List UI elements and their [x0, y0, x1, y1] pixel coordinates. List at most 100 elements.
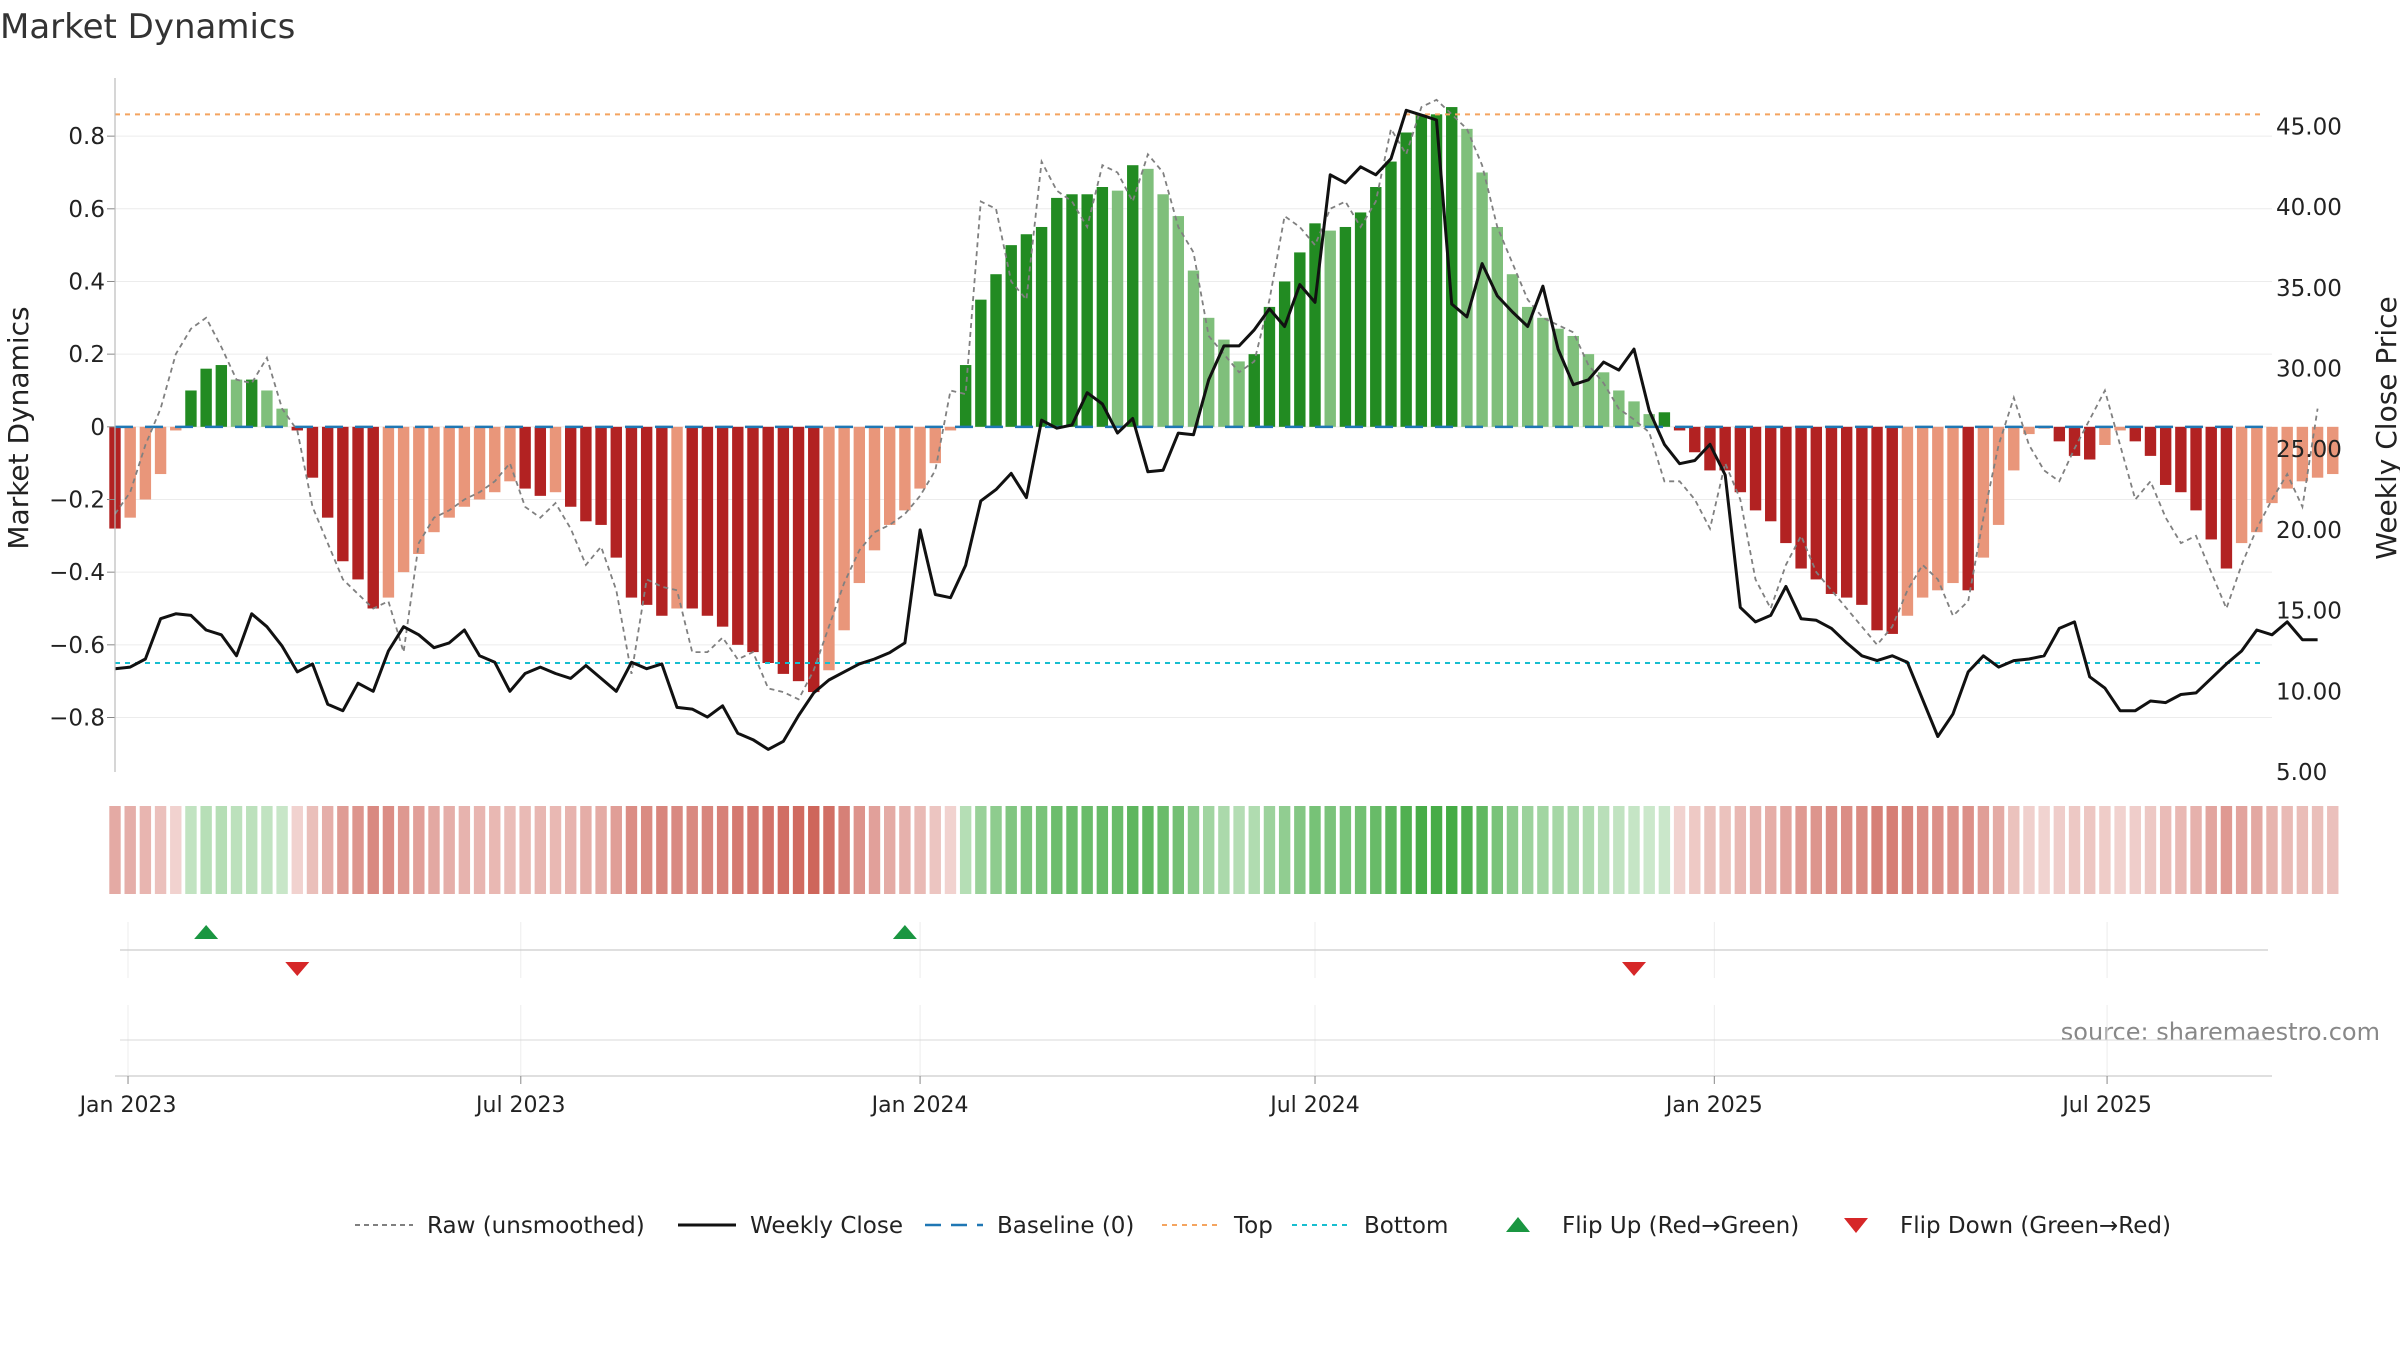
legend-flip-down-swatch [1844, 1218, 1868, 1233]
md-bar [808, 426, 820, 693]
regime-strip-cell [2099, 806, 2111, 894]
left-tick-label: −0.4 [49, 560, 105, 586]
regime-strip-cell [1294, 806, 1306, 894]
regime-strip-cell [838, 806, 850, 894]
md-bar [899, 426, 911, 511]
regime-strip-cell [929, 806, 941, 894]
regime-strip-cell [1142, 806, 1154, 894]
regime-strip-cell [337, 806, 349, 894]
left-tick-label: −0.6 [49, 633, 105, 659]
md-bar [124, 426, 136, 518]
md-bar [1749, 426, 1762, 511]
legend-flip-up-swatch [1506, 1217, 1530, 1232]
md-bar [1856, 426, 1868, 605]
regime-strip-cell [1446, 806, 1458, 894]
x-tick-label: Jan 2025 [1664, 1093, 1763, 1118]
md-bar [625, 426, 638, 598]
right-tick-label: 15.00 [2276, 599, 2342, 625]
regime-strip-cell [1749, 806, 1762, 894]
md-bar [2175, 426, 2187, 493]
md-bar [458, 426, 471, 507]
regime-strip-cell [1278, 806, 1291, 894]
regime-strip-cell [808, 806, 820, 894]
md-bar [1886, 426, 1898, 634]
regime-strip-cell [276, 806, 288, 894]
regime-strip-cell [1947, 806, 1959, 894]
regime-strip-cell [1840, 806, 1853, 894]
md-bar [610, 426, 622, 558]
regime-strip-cell [154, 806, 167, 894]
regime-strip-cell [2190, 806, 2202, 894]
regime-strip-cell [1263, 806, 1276, 894]
regime-strip-cell [1172, 806, 1185, 894]
md-bar [1385, 161, 1397, 427]
md-bar [1354, 212, 1367, 427]
x-tick-label: Jan 2023 [78, 1093, 177, 1118]
md-bar [1142, 168, 1154, 427]
regime-strip-cell [1886, 806, 1898, 894]
md-bar [2159, 426, 2172, 485]
regime-strip-cell [1202, 806, 1215, 894]
md-bar [170, 426, 182, 431]
md-bar [2266, 426, 2278, 504]
x-axis: Jan 2023 Jul 2023 Jan 2024 Jul 2024 Jan 2025… [78, 1039, 2272, 1118]
md-bar [975, 299, 987, 427]
regime-strip-cell [1613, 806, 1625, 894]
md-bar [1628, 401, 1640, 427]
regime-strip-cell [656, 806, 668, 894]
md-bar [2144, 426, 2157, 456]
regime-strip-cell [823, 806, 835, 894]
left-tick-label: 0.4 [68, 269, 105, 295]
regime-strip-cell [1628, 806, 1640, 894]
md-bar [200, 368, 212, 427]
regime-strip-cell [1856, 806, 1868, 894]
md-bar [1734, 426, 1747, 493]
regime-strip-cell [185, 806, 197, 894]
md-bar [1051, 197, 1063, 427]
md-bar [139, 426, 152, 500]
regime-strip-cell [1795, 806, 1807, 894]
regime-strip-cell [1567, 806, 1579, 894]
regime-strip-cell [1962, 806, 1974, 894]
regime-strip-cell [2114, 806, 2126, 894]
regime-strip-cell [1324, 806, 1336, 894]
x-tick-label: Jul 2025 [2060, 1093, 2152, 1118]
regime-strip-cell [2327, 806, 2339, 894]
weekly-close-line [114, 108, 2318, 751]
regime-strip-cell [1552, 806, 1564, 894]
md-bar [1673, 426, 1686, 431]
regime-strip-cell [1491, 806, 1503, 894]
regime-strip-cell [853, 806, 866, 894]
regime-strip-cell [1051, 806, 1063, 894]
regime-strip-cell [686, 806, 698, 894]
md-bar [1977, 426, 1990, 558]
md-bar [1521, 306, 1534, 427]
left-tick-label: 0.6 [68, 197, 105, 223]
md-bar [1719, 426, 1731, 471]
md-bar [959, 365, 972, 427]
md-bar [686, 426, 698, 609]
md-bar [1491, 226, 1503, 427]
md-bar [1825, 426, 1838, 594]
md-bar [1582, 354, 1595, 427]
regime-strip-cell [261, 806, 273, 894]
regime-strip-cell [1476, 806, 1488, 894]
md-bar [473, 426, 486, 500]
regime-strip-cell [1370, 806, 1382, 894]
flip-markers [120, 925, 2268, 976]
md-bar [549, 426, 562, 493]
regime-strip-cell [1354, 806, 1367, 894]
regime-strip-cell [1689, 806, 1701, 894]
md-bar [382, 426, 395, 598]
md-bar [246, 379, 258, 427]
regime-strip-cell [1385, 806, 1397, 894]
md-bar [261, 390, 273, 427]
md-bar [1795, 426, 1807, 569]
regime-strip-cell [2175, 806, 2187, 894]
regime-strip-cell [1339, 806, 1352, 894]
md-bar [2205, 426, 2217, 540]
md-bar [1932, 426, 1944, 591]
regime-strip-cell [2235, 806, 2248, 894]
regime-strip [109, 806, 2339, 894]
regime-strip-cell [2129, 806, 2141, 894]
